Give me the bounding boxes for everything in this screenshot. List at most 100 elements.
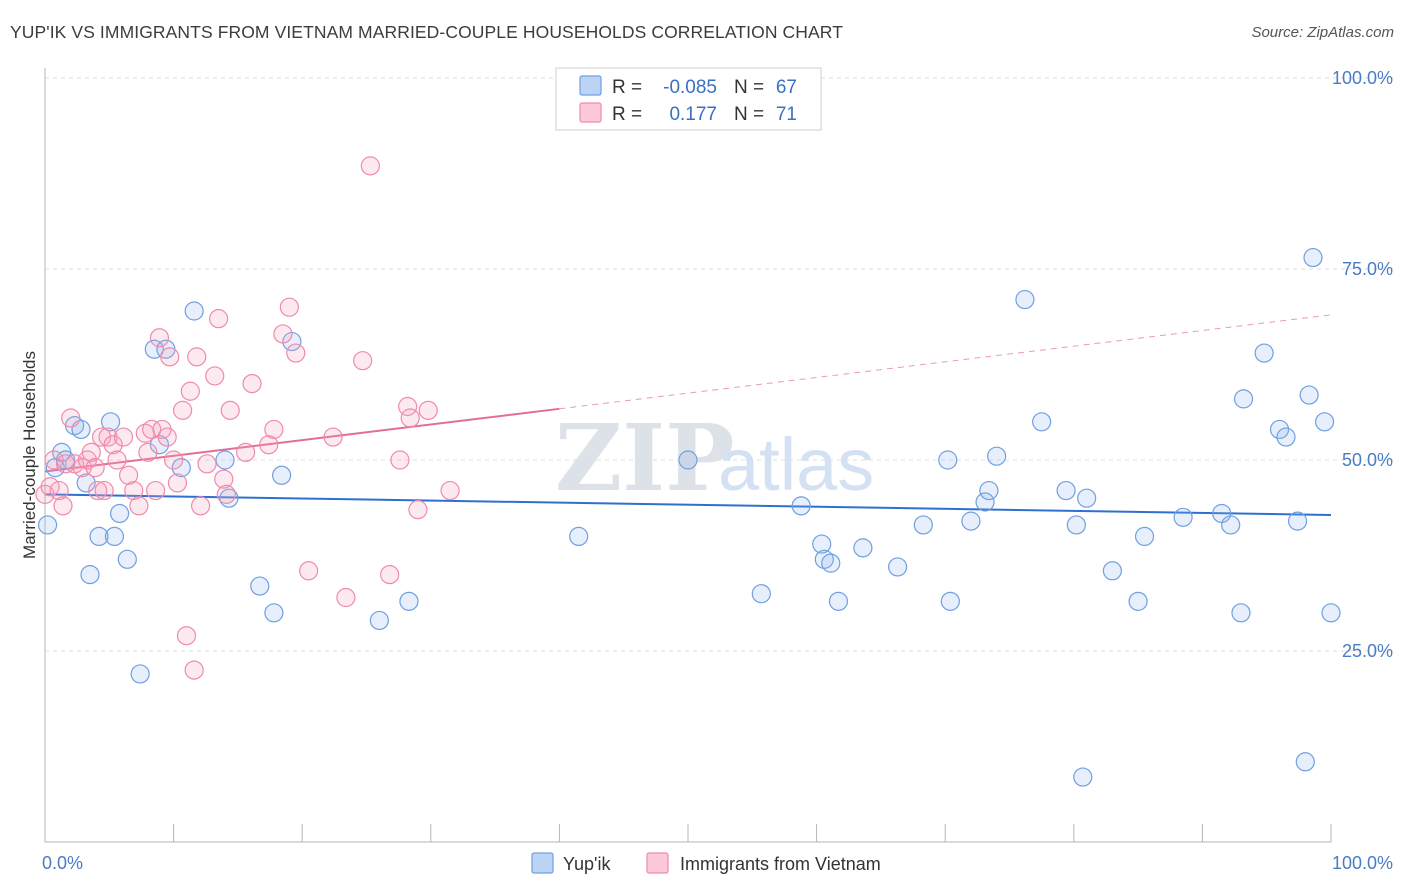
watermark-zip: ZIP xyxy=(555,404,734,512)
vietnam-point-16 xyxy=(103,435,123,455)
vietnam-point-46 xyxy=(259,435,279,455)
legend-n-value-1: 67 xyxy=(776,77,797,98)
legend-r-value-1: -0.085 xyxy=(663,77,717,98)
vietnam-point-55 xyxy=(360,156,380,176)
vietnam-point-62 xyxy=(440,480,460,501)
yupik-point-34 xyxy=(828,591,849,611)
vietnam-trend-line xyxy=(44,407,560,473)
vietnam-point-58 xyxy=(398,396,418,417)
vietnam-point-36 xyxy=(187,347,207,367)
y-tick-label-75: 75.0% xyxy=(1342,259,1393,279)
vietnam-point-52 xyxy=(323,427,343,447)
yupik-point-21 xyxy=(250,576,270,596)
x-tick-label-max: 100.0% xyxy=(1332,853,1393,873)
yupik-point-63 xyxy=(1299,385,1319,405)
yupik-point-55 xyxy=(1221,515,1241,535)
grid-lines xyxy=(45,77,1393,652)
yupik-point-33 xyxy=(821,553,841,573)
yupik-point-18 xyxy=(184,301,204,321)
yupik-point-25 xyxy=(369,610,389,631)
chart-title: YUP'IK VS IMMIGRANTS FROM VIETNAM MARRIE… xyxy=(10,22,843,42)
yupik-point-50 xyxy=(1102,561,1122,581)
vietnam-point-28 xyxy=(157,427,177,447)
vietnam-point-42 xyxy=(216,484,236,504)
yupik-point-30 xyxy=(791,496,811,516)
yupik-point-9 xyxy=(100,412,121,432)
yupik-point-15 xyxy=(149,435,170,455)
vietnam-point-13 xyxy=(91,427,112,447)
vietnam-point-23 xyxy=(138,442,158,462)
yupik-point-57 xyxy=(1233,389,1254,409)
yupik-point-60 xyxy=(1276,427,1296,447)
vietnam-point-59 xyxy=(400,408,420,428)
yupik-point-27 xyxy=(569,526,589,547)
legend-n-label-2: N = xyxy=(734,104,764,125)
vietnam-point-4 xyxy=(53,496,73,516)
series-legend-label-yupik: Yup'ik xyxy=(563,854,611,874)
vietnam-point-18 xyxy=(113,427,134,447)
yupik-point-43 xyxy=(987,446,1007,466)
yupik-point-29 xyxy=(751,584,771,604)
yupik-point-40 xyxy=(961,511,981,531)
vietnam-trend-line-extension xyxy=(559,314,1332,410)
vietnam-point-31 xyxy=(167,473,188,493)
vietnam-point-38 xyxy=(197,454,217,474)
source-credit: Source: ZipAtlas.com xyxy=(1251,24,1394,41)
yupik-point-65 xyxy=(1314,412,1335,432)
vietnam-point-33 xyxy=(176,626,197,646)
vietnam-point-32 xyxy=(173,400,193,420)
yupik-point-46 xyxy=(1056,480,1076,501)
vietnam-point-29 xyxy=(160,347,180,367)
yupik-point-7 xyxy=(80,564,100,585)
legend-r-label-1: R = xyxy=(612,77,642,98)
yupik-point-35 xyxy=(853,538,873,558)
yupik-point-36 xyxy=(888,557,908,577)
x-axis-ticks xyxy=(44,824,1332,842)
yupik-point-62 xyxy=(1295,752,1315,772)
vietnam-point-47 xyxy=(264,419,284,440)
yupik-point-39 xyxy=(940,591,960,611)
vietnam-point-12 xyxy=(88,480,108,501)
yupik-point-12 xyxy=(117,549,137,569)
yupik-point-19 xyxy=(215,450,235,470)
yupik-point-0 xyxy=(37,515,58,535)
yupik-point-61 xyxy=(1287,511,1308,531)
watermark: ZIP atlas xyxy=(555,404,874,512)
yupik-point-31 xyxy=(812,534,832,554)
yupik-point-8 xyxy=(89,526,109,547)
yupik-point-38 xyxy=(938,450,958,470)
vietnam-point-48 xyxy=(273,324,293,344)
yupik-point-45 xyxy=(1032,412,1052,432)
yupik-point-58 xyxy=(1254,343,1274,363)
yupik-point-22 xyxy=(264,603,284,623)
vietnam-point-2 xyxy=(44,450,64,470)
vietnam-point-21 xyxy=(129,496,149,516)
vietnam-point-14 xyxy=(94,480,114,501)
yupik-point-59 xyxy=(1269,419,1290,440)
y-tick-label-25: 25.0% xyxy=(1342,641,1393,661)
yupik-point-66 xyxy=(1321,603,1341,623)
vietnam-point-19 xyxy=(118,465,139,485)
legend-r-label-2: R = xyxy=(612,104,642,125)
yupik-point-47 xyxy=(1066,515,1086,535)
vietnam-point-35 xyxy=(184,660,204,680)
vietnam-point-11 xyxy=(85,458,105,478)
yupik-point-13 xyxy=(130,664,150,684)
vietnam-point-30 xyxy=(164,450,184,470)
vietnam-point-60 xyxy=(408,500,428,520)
yupik-point-53 xyxy=(1173,507,1193,527)
vietnam-point-39 xyxy=(205,366,225,386)
yupik-point-28 xyxy=(678,450,698,470)
vietnam-point-37 xyxy=(191,496,211,516)
legend-swatch-vietnam xyxy=(579,102,602,123)
y-tick-label-50: 50.0% xyxy=(1342,450,1393,470)
y-tick-labels: 25.0% 50.0% 75.0% 100.0% xyxy=(1332,68,1393,661)
vietnam-point-49 xyxy=(279,297,299,317)
legend-swatch-yupik xyxy=(579,75,602,96)
yupik-point-49 xyxy=(1077,488,1097,508)
yupik-point-41 xyxy=(975,492,995,512)
y-tick-label-100: 100.0% xyxy=(1332,68,1393,88)
vietnam-point-24 xyxy=(142,419,162,440)
legend-n-value-2: 71 xyxy=(776,104,797,125)
